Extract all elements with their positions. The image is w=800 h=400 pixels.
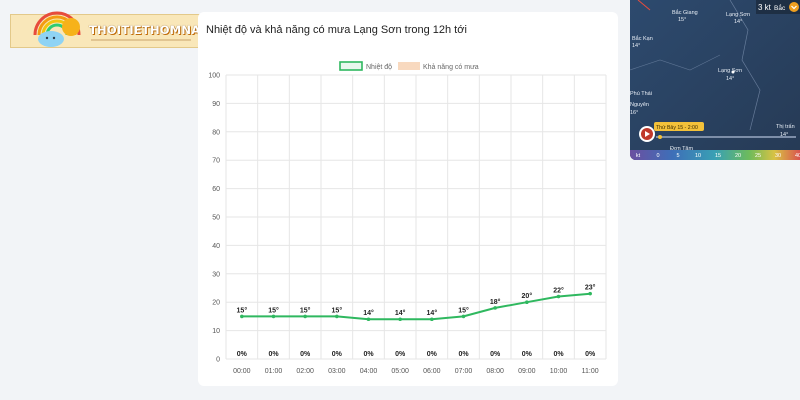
map-city-label: Nguyên bbox=[630, 102, 649, 108]
logo-text: THOITIETHOMNAY.TV bbox=[89, 23, 228, 37]
play-button[interactable] bbox=[639, 126, 655, 142]
map-city-label: Lạng Sơn bbox=[718, 68, 742, 74]
logo-tagline-decor bbox=[91, 39, 191, 41]
timeline-label: Thứ Bảy 15 - 2:00 bbox=[656, 125, 698, 131]
chevron-down-icon[interactable] bbox=[789, 2, 799, 12]
play-icon bbox=[645, 131, 650, 137]
wind-scale-label: 20 bbox=[735, 153, 741, 159]
map-city-temp: 14° bbox=[734, 19, 742, 25]
map-city-label: Đơn Tâm bbox=[670, 146, 693, 152]
wind-scale-label: 30 bbox=[775, 153, 781, 159]
timeline-track[interactable] bbox=[656, 136, 796, 138]
wind-scale-label: 40 bbox=[795, 153, 800, 159]
wind-speed-label: 3 kt bbox=[758, 3, 772, 12]
wind-scale-label: 10 bbox=[695, 153, 701, 159]
timeline-tooltip bbox=[654, 122, 704, 131]
map-city-label: Thị trấn bbox=[776, 124, 795, 130]
wind-scale-label: 25 bbox=[755, 153, 761, 159]
map-city-temp: 14° bbox=[780, 132, 788, 138]
wind-scale-label: 0 bbox=[656, 153, 659, 159]
wind-scale-label: kt bbox=[636, 153, 641, 159]
map-canvas[interactable]: Bắc Giang 15° Lạng Sơn 14° Bắc Kạn 14° L… bbox=[630, 0, 800, 160]
wind-scale-label: 15 bbox=[715, 153, 721, 159]
map-city-label: Bắc Kạn bbox=[632, 35, 653, 42]
map-city-temp: 14° bbox=[726, 76, 734, 82]
city-marker-icon bbox=[731, 70, 735, 74]
timeline-handle[interactable] bbox=[658, 135, 662, 139]
weather-mascot-icon bbox=[33, 11, 81, 47]
map-city-temp: 15° bbox=[678, 17, 686, 23]
map-direction-label: Bắc bbox=[774, 3, 786, 12]
map-city-label: Phú Thái bbox=[630, 91, 652, 97]
map-city-temp: 16° bbox=[630, 110, 638, 116]
map-city-label: Lạng Sơn bbox=[726, 12, 750, 18]
site-logo[interactable]: THOITIETHOMNAY.TV bbox=[10, 11, 227, 48]
chart-title: Nhiệt độ và khả năng có mưa Lạng Sơn tro… bbox=[206, 24, 467, 36]
map-city-label: Bắc Giang bbox=[672, 9, 698, 16]
chart-card bbox=[198, 12, 618, 386]
wind-scale-bar bbox=[630, 150, 800, 160]
wind-scale-label: 5 bbox=[676, 153, 679, 159]
weather-map[interactable]: Bắc Giang 15° Lạng Sơn 14° Bắc Kạn 14° L… bbox=[630, 0, 800, 160]
map-city-temp: 14° bbox=[632, 43, 640, 49]
wind-scale-labels: kt 0 5 10 15 20 25 30 40 bbox=[636, 153, 800, 159]
